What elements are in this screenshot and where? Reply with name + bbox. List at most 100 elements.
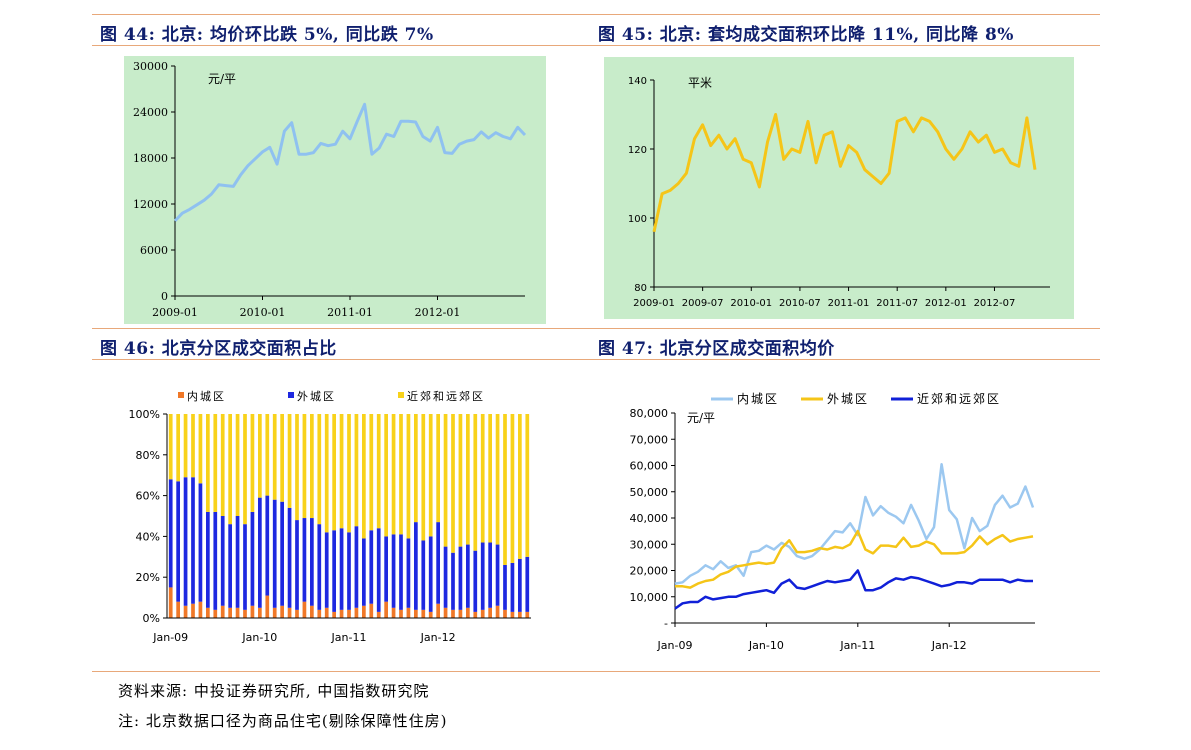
bar-segment-3 [176, 414, 180, 482]
bar-segment-2 [332, 530, 336, 612]
y-tick-label: 120 [628, 145, 647, 156]
bar-segment-3 [272, 414, 277, 500]
bar-segment-1 [436, 603, 440, 618]
bar-segment-3 [339, 414, 344, 529]
bar-segment-1 [287, 607, 292, 618]
bar-segment-1 [347, 609, 351, 618]
bar-segment-1 [339, 609, 344, 618]
legend-label-suburb: 近郊和远郊区 [917, 392, 1001, 406]
bar-segment-1 [220, 605, 225, 618]
bar-segment-1 [466, 607, 470, 618]
bar-segment-1 [518, 611, 522, 618]
unit-label: 平米 [688, 76, 712, 90]
bar-segment-1 [235, 607, 240, 618]
x-tick-label: 2011-01 [327, 306, 373, 319]
bar-segment-1 [258, 607, 262, 618]
bar-segment-3 [250, 414, 255, 512]
x-tick-label: 2010-07 [779, 298, 821, 309]
x-tick-label: Jan-11 [331, 631, 367, 644]
bar-segment-1 [421, 609, 426, 618]
bar-segment-1 [480, 609, 485, 618]
bar-segment-1 [406, 607, 411, 618]
bar-segment-2 [220, 516, 225, 606]
y-tick-label: 18000 [133, 152, 168, 165]
bar-segment-3 [258, 414, 262, 498]
bar-segment-2 [488, 542, 492, 608]
bar-segment-3 [473, 414, 478, 551]
y-tick-label: 40,000 [630, 512, 669, 525]
figure-44-title: 图 44: 北京: 均价环比跌 5%, 同比跌 7% [100, 25, 434, 45]
bar-segment-3 [354, 414, 359, 527]
bar-segment-1 [324, 607, 329, 618]
bottom-rule [92, 671, 1100, 672]
bar-segment-1 [176, 601, 180, 618]
bar-segment-1 [384, 601, 388, 618]
bar-segment-1 [250, 605, 255, 618]
bar-segment-3 [436, 414, 440, 523]
bar-segment-2 [473, 550, 478, 612]
bar-segment-2 [339, 528, 344, 610]
bar-segment-2 [510, 562, 515, 612]
bar-segment-1 [183, 605, 188, 618]
y-tick-label: 100% [129, 408, 160, 421]
bar-segment-1 [451, 609, 455, 618]
bar-segment-2 [347, 532, 351, 610]
bar-segment-1 [310, 605, 314, 618]
bar-segment-3 [347, 414, 351, 533]
bar-segment-2 [436, 522, 440, 604]
figure-45-title: 图 45: 北京: 套均成交面积环比降 11%, 同比降 8% [598, 25, 1014, 45]
bar-segment-3 [406, 414, 411, 539]
y-tick-label: 20,000 [630, 565, 669, 578]
bar-segment-3 [206, 414, 210, 512]
bar-segment-3 [302, 414, 307, 519]
y-tick-label: 20% [136, 571, 160, 584]
y-tick-label: 24000 [133, 106, 168, 119]
source-note: 资料来源: 中投证券研究所, 中国指数研究院 [118, 682, 430, 700]
legend-label-outer: 外城区 [297, 390, 336, 403]
bar-segment-1 [206, 607, 210, 618]
bar-segment-2 [228, 524, 232, 608]
bar-segment-1 [473, 611, 478, 618]
bar-segment-1 [488, 607, 492, 618]
bar-segment-1 [458, 609, 463, 618]
x-tick-label: 2012-01 [925, 298, 967, 309]
y-tick-label: 6000 [140, 244, 168, 257]
x-tick-label: 2010-01 [730, 298, 772, 309]
x-tick-label: 2010-01 [240, 306, 286, 319]
bar-segment-1 [369, 603, 374, 618]
bar-segment-3 [235, 414, 240, 516]
top-rule [92, 14, 1100, 15]
y-tick-label: 80,000 [630, 407, 669, 420]
bar-segment-1 [295, 609, 299, 618]
y-tick-label: 50,000 [630, 486, 669, 499]
bar-segment-2 [428, 536, 433, 612]
bar-segment-2 [421, 540, 426, 610]
bar-segment-2 [198, 483, 203, 602]
x-tick-label: Jan-11 [839, 639, 875, 652]
y-tick-label: 30,000 [630, 538, 669, 551]
x-tick-label: 2009-01 [633, 298, 675, 309]
y-tick-label: 60,000 [630, 460, 669, 473]
x-tick-label: Jan-12 [420, 631, 456, 644]
bar-segment-1 [213, 609, 218, 618]
series-line-1 [652, 113, 1037, 233]
bar-segment-3 [310, 414, 314, 519]
bar-segment-3 [213, 414, 218, 512]
legend-swatch-suburb [398, 392, 404, 398]
top-title-rule [92, 45, 1100, 46]
chart-background [604, 57, 1074, 319]
unit-label: 元/平 [687, 411, 715, 425]
y-tick-label: 40% [136, 530, 160, 543]
bar-segment-2 [280, 501, 284, 606]
bar-segment-2 [183, 477, 188, 606]
bar-segment-3 [191, 414, 195, 478]
figure-46-title: 图 46: 北京分区成交面积占比 [100, 339, 337, 359]
bar-segment-2 [258, 497, 262, 608]
bar-segment-3 [183, 414, 188, 478]
bar-segment-2 [272, 499, 277, 608]
y-tick-label: - [664, 617, 668, 630]
bar-segment-1 [354, 607, 359, 618]
series-line-1 [173, 102, 527, 222]
bar-segment-2 [287, 507, 292, 608]
bar-segment-2 [391, 534, 396, 608]
